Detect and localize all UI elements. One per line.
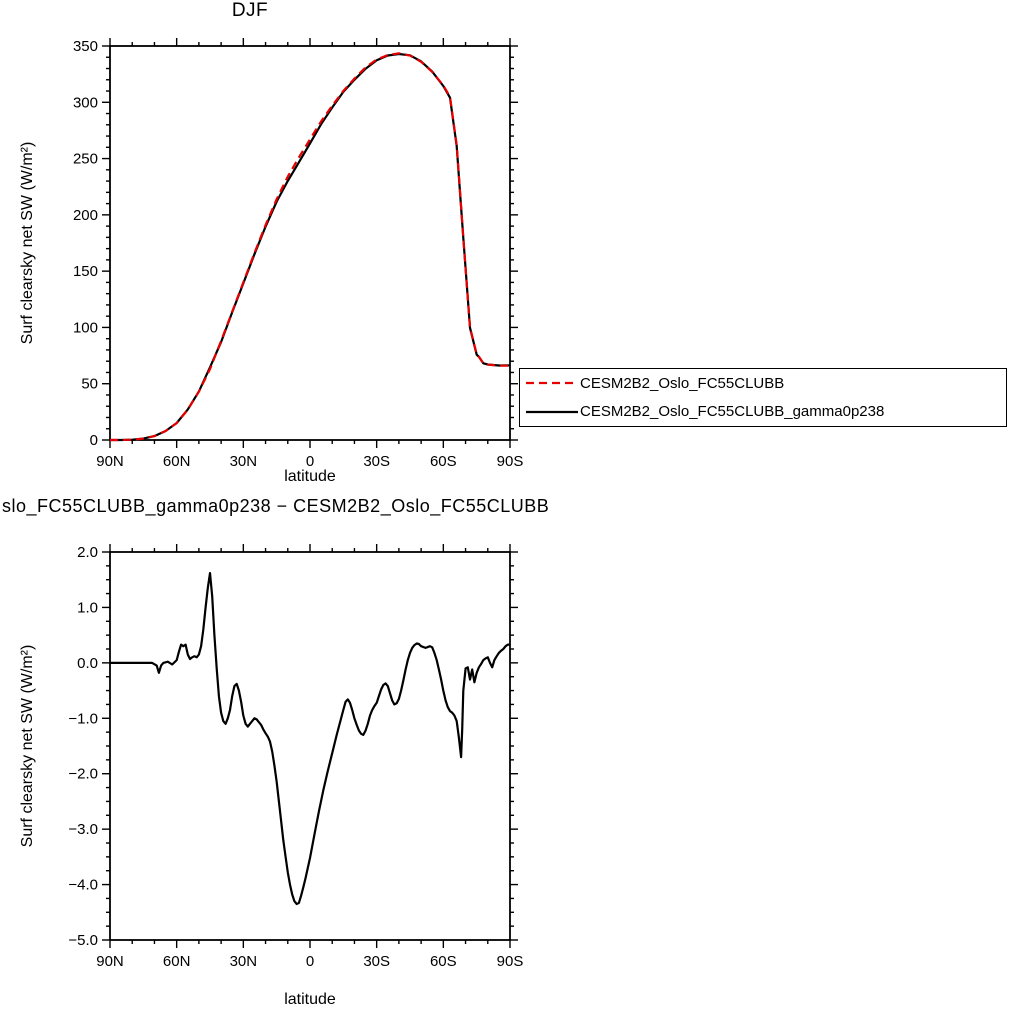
svg-text:−5.0: −5.0	[68, 932, 98, 949]
svg-text:30N: 30N	[230, 453, 258, 470]
svg-text:250: 250	[73, 151, 98, 168]
svg-text:1.0: 1.0	[77, 599, 98, 616]
legend-entry-gamma-run: CESM2B2_Oslo_FC55CLUBB_gamma0p238	[520, 399, 1006, 425]
svg-text:−4.0: −4.0	[68, 877, 98, 894]
svg-text:0.0: 0.0	[77, 655, 98, 672]
top-chart-title: DJF	[231, 0, 269, 21]
solid-black-line-sample	[526, 410, 578, 413]
svg-text:90S: 90S	[497, 453, 524, 470]
svg-text:2.0: 2.0	[77, 544, 98, 561]
top-chart-y-axis-label: Surf clearsky net SW (W/m²)	[19, 141, 36, 345]
svg-text:0: 0	[306, 953, 314, 970]
svg-text:150: 150	[73, 263, 98, 280]
svg-text:60N: 60N	[163, 453, 191, 470]
svg-text:30N: 30N	[230, 953, 258, 970]
svg-text:90S: 90S	[497, 953, 524, 970]
svg-text:90N: 90N	[96, 453, 124, 470]
svg-text:60S: 60S	[430, 953, 457, 970]
svg-text:350: 350	[73, 38, 98, 55]
bottom-chart-y-axis-label: Surf clearsky net SW (W/m²)	[19, 644, 36, 848]
svg-text:−2.0: −2.0	[68, 766, 98, 783]
svg-text:200: 200	[73, 207, 98, 224]
svg-text:60S: 60S	[430, 453, 457, 470]
svg-text:300: 300	[73, 94, 98, 111]
svg-text:0: 0	[306, 453, 314, 470]
svg-text:−3.0: −3.0	[68, 821, 98, 838]
svg-text:−1.0: −1.0	[68, 710, 98, 727]
dashed-red-line-sample	[526, 382, 578, 385]
svg-text:50: 50	[81, 376, 98, 393]
legend-label-base-run: CESM2B2_Oslo_FC55CLUBB	[580, 374, 785, 392]
top-chart-x-axis-label: latitude	[284, 468, 336, 485]
legend-entry-base-run: CESM2B2_Oslo_FC55CLUBB	[520, 370, 1006, 396]
bottom-chart-title: slo_FC55CLUBB_gamma0p238 − CESM2B2_Oslo_…	[2, 496, 550, 516]
legend: CESM2B2_Oslo_FC55CLUBB CESM2B2_Oslo_FC55…	[519, 368, 1007, 427]
bottom-chart-x-axis-label: latitude	[284, 991, 336, 1008]
svg-text:0: 0	[90, 432, 98, 449]
legend-label-gamma-run: CESM2B2_Oslo_FC55CLUBB_gamma0p238	[580, 403, 885, 421]
svg-text:90N: 90N	[96, 953, 124, 970]
svg-text:30S: 30S	[363, 953, 390, 970]
svg-text:30S: 30S	[363, 453, 390, 470]
svg-text:100: 100	[73, 319, 98, 336]
svg-text:60N: 60N	[163, 953, 191, 970]
